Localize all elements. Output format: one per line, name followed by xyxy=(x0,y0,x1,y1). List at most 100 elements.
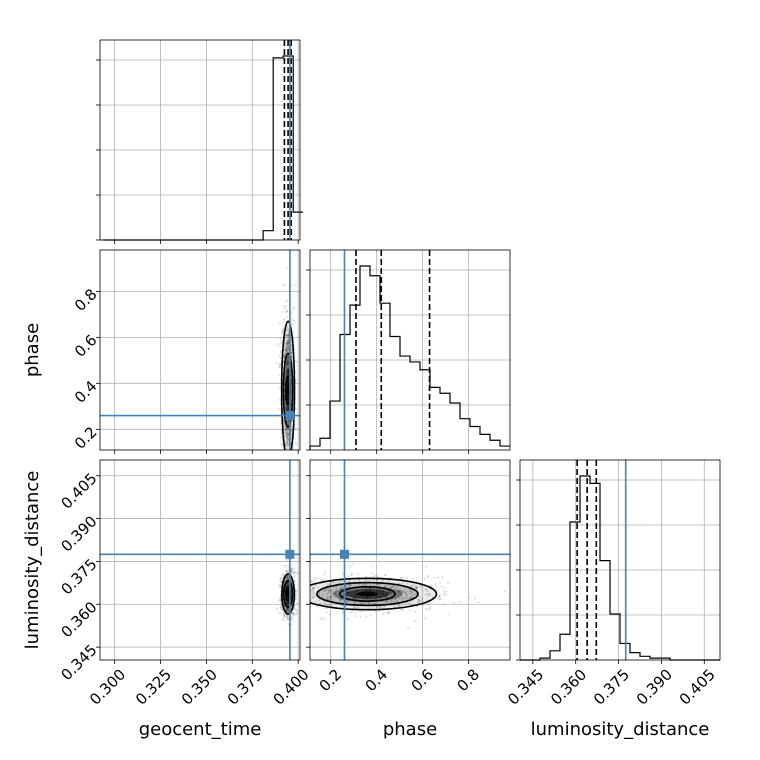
sample-point xyxy=(307,601,309,603)
sample-point xyxy=(338,598,341,601)
sample-point xyxy=(291,613,295,616)
sample-point xyxy=(286,584,289,588)
sample-point xyxy=(267,585,269,587)
sample-point xyxy=(311,592,314,595)
sample-point xyxy=(350,584,353,587)
sample-point xyxy=(408,592,412,596)
sample-point xyxy=(295,608,298,611)
sample-point xyxy=(396,594,399,597)
sample-point xyxy=(477,600,480,604)
sample-point xyxy=(307,588,309,590)
sample-point xyxy=(258,583,260,585)
sample-point xyxy=(323,607,326,610)
sample-point xyxy=(287,600,290,603)
sample-point xyxy=(280,436,283,439)
sample-point xyxy=(344,586,347,589)
sample-point xyxy=(436,576,439,579)
sample-point xyxy=(336,593,340,597)
sample-point xyxy=(286,601,289,604)
sample-point xyxy=(373,602,376,605)
sample-point xyxy=(284,429,287,433)
sample-point xyxy=(416,600,419,603)
sample-point xyxy=(397,604,400,607)
sample-point xyxy=(282,304,285,308)
sample-point xyxy=(294,457,296,459)
sample-point xyxy=(287,582,290,585)
sample-point xyxy=(286,584,289,588)
sample-point xyxy=(302,595,304,597)
sample-point xyxy=(319,601,322,605)
sample-point xyxy=(292,445,295,448)
sample-point xyxy=(286,362,289,366)
sample-point xyxy=(286,344,289,348)
ytick-phase-1: 0.4 xyxy=(71,377,101,407)
sample-point xyxy=(348,583,351,587)
sample-point xyxy=(286,341,289,344)
sample-point xyxy=(285,602,288,605)
sample-point xyxy=(285,361,288,365)
sample-point xyxy=(365,575,368,578)
sample-point xyxy=(290,348,293,351)
sample-point xyxy=(311,596,314,599)
sample-point xyxy=(347,574,350,578)
sample-point xyxy=(415,587,419,590)
sample-point xyxy=(389,591,392,594)
sample-point xyxy=(393,596,396,599)
sample-point xyxy=(414,586,418,589)
ylabel-luminosity-distance: luminosity_distance xyxy=(22,471,43,650)
xtick-geocent-time-3: 0.375 xyxy=(224,666,267,709)
sample-point xyxy=(311,587,314,590)
sample-point xyxy=(284,402,287,405)
sample-point xyxy=(285,585,289,588)
sample-point xyxy=(285,575,288,579)
sample-point xyxy=(284,426,287,429)
sample-point xyxy=(285,584,288,587)
sample-point xyxy=(302,601,304,603)
sample-point xyxy=(403,597,406,600)
sample-point xyxy=(283,344,287,348)
sample-point xyxy=(284,406,287,410)
sample-point xyxy=(326,603,329,606)
sample-point xyxy=(287,604,290,607)
sample-point xyxy=(284,607,288,610)
sample-point xyxy=(281,310,284,313)
sample-point xyxy=(286,299,289,302)
sample-point xyxy=(428,607,431,610)
sample-point xyxy=(287,347,290,350)
sample-point xyxy=(283,320,287,323)
sample-point xyxy=(285,609,288,612)
sample-point xyxy=(283,615,286,618)
sample-point xyxy=(321,595,324,598)
sample-point xyxy=(423,577,427,581)
sample-point xyxy=(285,453,287,455)
sample-point xyxy=(284,351,287,354)
sample-point xyxy=(400,593,403,597)
sample-point xyxy=(287,473,289,475)
sample-point xyxy=(438,594,441,598)
sample-point xyxy=(391,592,394,595)
sample-point xyxy=(327,595,331,599)
sample-point xyxy=(286,603,289,606)
sample-point xyxy=(408,596,412,599)
sample-point xyxy=(409,590,412,593)
sample-point xyxy=(286,434,290,437)
sample-point xyxy=(286,463,288,465)
sample-point xyxy=(348,566,351,569)
sample-point xyxy=(317,586,320,589)
sample-point xyxy=(287,362,290,365)
sample-point xyxy=(306,576,308,578)
sample-point xyxy=(310,589,313,593)
sample-point xyxy=(447,613,451,616)
sample-point xyxy=(287,576,290,579)
sample-point xyxy=(285,609,289,613)
sample-point xyxy=(353,597,356,600)
sample-point xyxy=(285,569,288,572)
sample-point xyxy=(346,617,349,620)
sample-point xyxy=(375,574,378,577)
sample-point xyxy=(378,583,381,586)
sample-point xyxy=(310,600,312,603)
sample-point xyxy=(390,592,393,595)
sample-point xyxy=(286,309,289,312)
sample-point xyxy=(287,583,290,586)
sample-point xyxy=(290,351,293,354)
